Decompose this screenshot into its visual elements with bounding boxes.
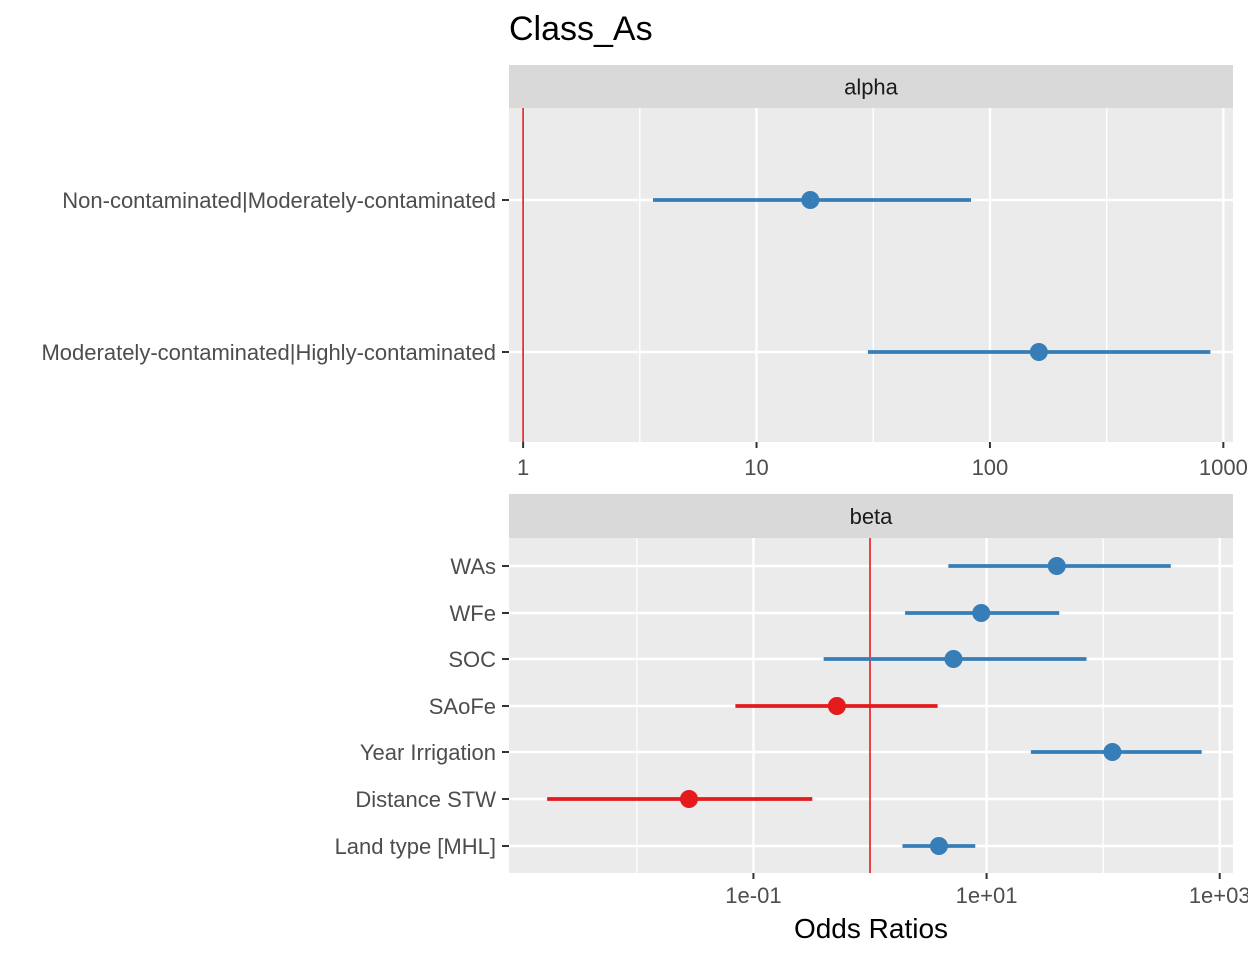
x-tick-label: 100	[972, 455, 1009, 480]
y-tick-label: Non-contaminated|Moderately-contaminated	[62, 188, 496, 213]
estimate-point	[801, 191, 820, 209]
estimate-point	[1029, 343, 1048, 361]
estimate-point	[944, 650, 963, 668]
y-tick-label: SOC	[448, 647, 496, 672]
x-tick-label: 10	[744, 455, 768, 480]
y-tick-label: SAoFe	[429, 694, 496, 719]
y-tick-label: Moderately-contaminated|Highly-contamina…	[41, 340, 496, 365]
y-tick-label: WAs	[450, 554, 496, 579]
x-tick-label: 1000	[1199, 455, 1248, 480]
estimate-point	[972, 604, 991, 622]
estimate-point	[1047, 557, 1066, 575]
y-tick-label: Land type [MHL]	[335, 834, 496, 859]
panel-strip	[509, 65, 1233, 108]
panel-strip-label: alpha	[844, 75, 899, 100]
x-axis-label: Odds Ratios	[794, 913, 948, 944]
y-tick-label: Distance STW	[355, 787, 496, 812]
x-tick-label: 1e+01	[956, 883, 1018, 908]
estimate-point	[827, 697, 846, 715]
panel-strip	[509, 494, 1233, 538]
chart-title: Class_As	[509, 10, 653, 48]
estimate-point	[1103, 743, 1122, 761]
y-tick-label: WFe	[450, 601, 496, 626]
y-tick-label: Year Irrigation	[360, 740, 496, 765]
alpha-panel: alpha 1 10 100 1000 Non-contaminated|Moderate…	[41, 65, 1248, 480]
panel-strip-label: beta	[850, 504, 894, 529]
x-tick-label: 1e+03	[1189, 883, 1248, 908]
beta-panel: beta 1e-01 1e+01 1e+03 WAs WFe SOC SAoFe Year Ir…	[335, 494, 1248, 908]
estimate-point	[929, 837, 948, 855]
panel-background	[509, 108, 1233, 442]
estimate-point	[679, 790, 698, 808]
x-tick-label: 1	[517, 455, 529, 480]
x-tick-label: 1e-01	[725, 883, 781, 908]
